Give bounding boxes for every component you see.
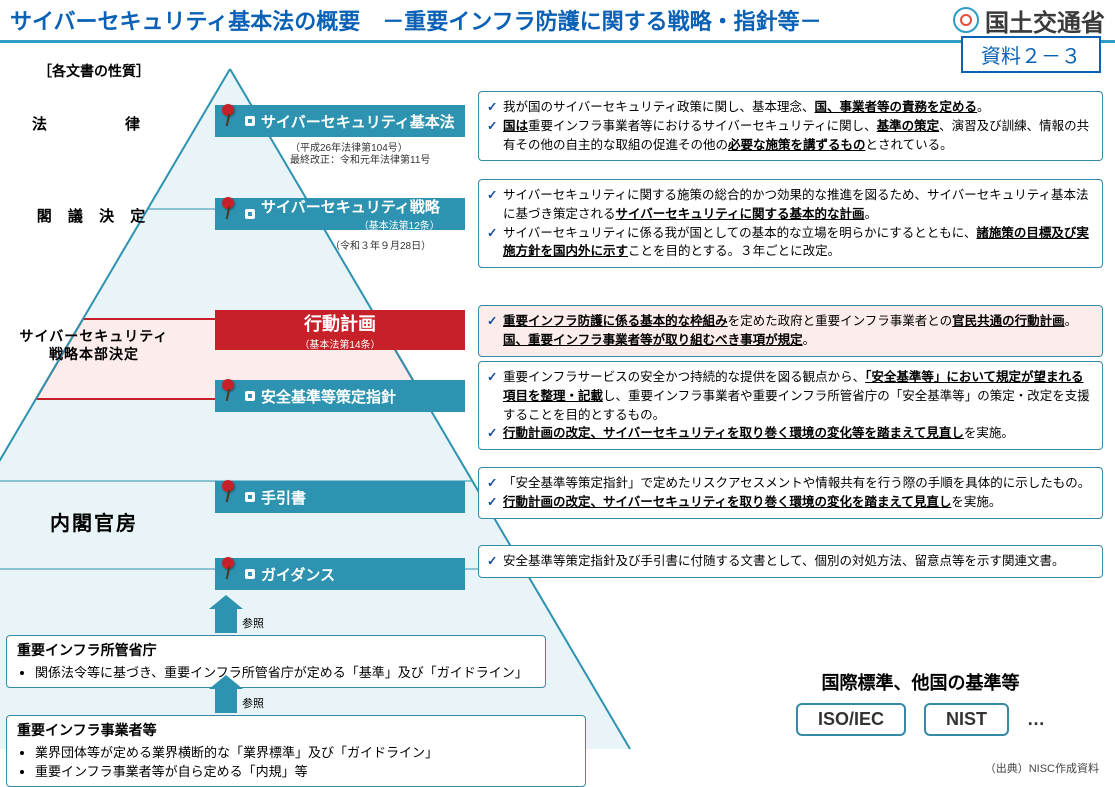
header: サイバーセキュリティ基本法の概要 －重要インフラ防護に関する戦略・指針等－ 国土…: [0, 0, 1115, 43]
ref-label-2: 参照: [242, 695, 264, 711]
box-strategy-label: サイバーセキュリティ戦略 （基本法第12条）: [261, 196, 440, 232]
international-standards: 国際標準、他国の基準等 ISO/IEC NIST …: [796, 669, 1045, 736]
cat-hq-l1: サイバーセキュリティ: [20, 328, 169, 344]
box-law-label: サイバーセキュリティ基本法: [261, 111, 455, 132]
ref-label-1: 参照: [242, 615, 264, 631]
desc-action-list: 重要インフラ防護に係る基本的な枠組みを定めた政府と重要インフラ事業者との官民共通…: [485, 312, 1092, 350]
desc-item: 重要インフラサービスの安全かつ持続的な提供を図る観点から、「安全基準等」において…: [485, 368, 1092, 424]
desc-guideline: 重要インフラサービスの安全かつ持続的な提供を図る観点から、「安全基準等」において…: [478, 361, 1103, 450]
source-credit: （出典）NISC作成資料: [985, 760, 1099, 776]
intl-title: 国際標準、他国の基準等: [796, 669, 1045, 695]
desc-strategy-list: サイバーセキュリティに関する施策の総合的かつ効果的な推進を図るため、サイバーセキ…: [485, 186, 1092, 261]
box-guidance-label: ガイダンス: [261, 564, 335, 585]
logo-icon: [953, 7, 979, 33]
cat-law: 法 律: [14, 113, 174, 134]
bullet-icon: [245, 569, 255, 579]
pin-icon: [219, 110, 239, 132]
bullet-icon: [245, 209, 255, 219]
desc-item: サイバーセキュリティに係る我が国としての基本的な立場を明らかにするとともに、諸施…: [485, 224, 1092, 262]
main-diagram: ［各文書の性質］ 法 律 閣 議 決 定 サイバーセキュリティ 戦略本部決定 内…: [0, 43, 1115, 780]
pin-icon: [219, 203, 239, 225]
desc-handbook-list: 「安全基準等策定指針」で定めたリスクアセスメントや情報共有を行う際の手順を具体的…: [485, 474, 1092, 512]
box-law: サイバーセキュリティ基本法: [215, 105, 465, 137]
bottom-operator-h: 重要インフラ事業者等: [17, 720, 575, 740]
bottom-operator-li2: 重要インフラ事業者等が自ら定める「内規」等: [35, 761, 575, 780]
intl-nist: NIST: [924, 703, 1009, 736]
desc-guidance-list: 安全基準等策定指針及び手引書に付随する文書として、個別の対処方法、留意点等を示す…: [485, 552, 1092, 571]
desc-law: 我が国のサイバーセキュリティ政策に関し、基本理念、国、事業者等の責務を定める。国…: [478, 91, 1103, 161]
pin-icon: [219, 385, 239, 407]
box-action-sub: （基本法第14条）: [299, 336, 380, 351]
desc-action: 重要インフラ防護に係る基本的な枠組みを定めた政府と重要インフラ事業者との官民共通…: [478, 305, 1103, 357]
intl-more: …: [1027, 709, 1045, 730]
desc-item: 我が国のサイバーセキュリティ政策に関し、基本理念、国、事業者等の責務を定める。: [485, 98, 1092, 117]
category-header: ［各文書の性質］: [14, 61, 174, 81]
page-title: サイバーセキュリティ基本法の概要 －重要インフラ防護に関する戦略・指針等－: [10, 4, 953, 36]
box-guideline-label: 安全基準等策定指針: [261, 386, 396, 407]
cat-naikaku: 内閣官房: [14, 507, 174, 536]
desc-guideline-list: 重要インフラサービスの安全かつ持続的な提供を図る観点から、「安全基準等」において…: [485, 368, 1092, 443]
cat-cabinet: 閣 議 決 定: [14, 205, 174, 226]
bottom-ministry-li: 関係法令等に基づき、重要インフラ所管省庁が定める「基準」及び「ガイドライン」: [35, 662, 535, 681]
desc-item: 国は重要インフラ事業者等におけるサイバーセキュリティに関し、基準の策定、演習及び…: [485, 117, 1092, 155]
desc-guidance: 安全基準等策定指針及び手引書に付随する文書として、個別の対処方法、留意点等を示す…: [478, 545, 1103, 578]
box-action-label: 行動計画: [304, 310, 376, 336]
strategy-date: （令和３年９月28日）: [330, 237, 431, 252]
pin-icon: [219, 563, 239, 585]
bullet-icon: [245, 391, 255, 401]
arrow-up-icon: [215, 687, 237, 713]
box-guidance: ガイダンス: [215, 558, 465, 590]
arrow-up-icon: [215, 607, 237, 633]
desc-law-list: 我が国のサイバーセキュリティ政策に関し、基本理念、国、事業者等の責務を定める。国…: [485, 98, 1092, 154]
bullet-icon: [245, 116, 255, 126]
law-subnote-2: 最終改正：令和元年法律第11号: [290, 151, 430, 166]
ministry-logo: 国土交通省: [953, 7, 1105, 33]
desc-handbook: 「安全基準等策定指針」で定めたリスクアセスメントや情報共有を行う際の手順を具体的…: [478, 467, 1103, 519]
bottom-operator: 重要インフラ事業者等 業界団体等が定める業界横断的な「業界標準」及び「ガイドライ…: [6, 715, 586, 787]
box-action: 行動計画 （基本法第14条）: [215, 310, 465, 350]
box-guideline: 安全基準等策定指針: [215, 380, 465, 412]
desc-item: 行動計画の改定、サイバーセキュリティを取り巻く環境の変化を踏まえて見直しを実施。: [485, 493, 1092, 512]
bottom-operator-li1: 業界団体等が定める業界横断的な「業界標準」及び「ガイドライン」: [35, 742, 575, 761]
box-handbook: 手引書: [215, 481, 465, 513]
bottom-ministry-h: 重要インフラ所管省庁: [17, 640, 535, 660]
intl-iso: ISO/IEC: [796, 703, 906, 736]
bullet-icon: [245, 492, 255, 502]
desc-item: 行動計画の改定、サイバーセキュリティを取り巻く環境の変化等を踏まえて見直しを実施…: [485, 424, 1092, 443]
box-strategy: サイバーセキュリティ戦略 （基本法第12条）: [215, 198, 465, 230]
desc-strategy: サイバーセキュリティに関する施策の総合的かつ効果的な推進を図るため、サイバーセキ…: [478, 179, 1103, 268]
pin-icon: [219, 486, 239, 508]
desc-item: 「安全基準等策定指針」で定めたリスクアセスメントや情報共有を行う際の手順を具体的…: [485, 474, 1092, 493]
desc-item: 安全基準等策定指針及び手引書に付随する文書として、個別の対処方法、留意点等を示す…: [485, 552, 1092, 571]
box-handbook-label: 手引書: [261, 487, 306, 508]
desc-item: サイバーセキュリティに関する施策の総合的かつ効果的な推進を図るため、サイバーセキ…: [485, 186, 1092, 224]
intl-buttons: ISO/IEC NIST …: [796, 703, 1045, 736]
cat-hq-l2: 戦略本部決定: [49, 346, 139, 362]
cat-hq: サイバーセキュリティ 戦略本部決定: [14, 327, 174, 363]
bottom-ministry: 重要インフラ所管省庁 関係法令等に基づき、重要インフラ所管省庁が定める「基準」及…: [6, 635, 546, 688]
ministry-name: 国土交通省: [985, 3, 1105, 38]
desc-item: 重要インフラ防護に係る基本的な枠組みを定めた政府と重要インフラ事業者との官民共通…: [485, 312, 1092, 350]
